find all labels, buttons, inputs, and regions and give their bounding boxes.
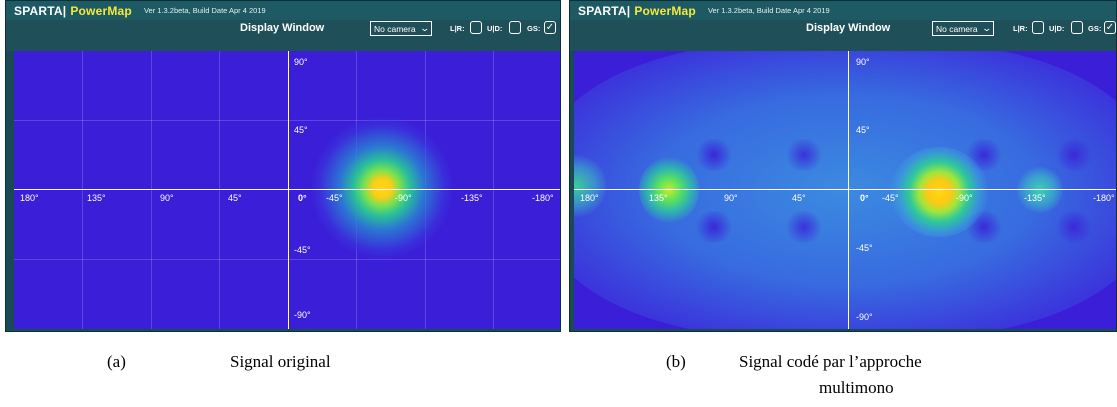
brand-sparta: SPARTA| bbox=[578, 3, 631, 18]
lr-checkbox[interactable] bbox=[470, 21, 482, 34]
brand-sparta: SPARTA| bbox=[14, 3, 67, 18]
x-tick-label: -135° bbox=[461, 193, 483, 203]
ud-label: U|D: bbox=[487, 24, 503, 33]
vertical-axis bbox=[848, 51, 849, 329]
gs-checkbox[interactable]: ✓ bbox=[1104, 21, 1116, 34]
lr-checkbox[interactable] bbox=[1032, 21, 1044, 34]
power-map-plot[interactable]: 180° 135° 90° 45° 0° -45° -90° -135° -18… bbox=[574, 51, 1116, 329]
y-tick-label: -90° bbox=[294, 310, 311, 320]
display-toolbar: Display Window No camera ⌄ L|R: U|D: GS:… bbox=[570, 20, 1116, 51]
x-tick-label: 135° bbox=[649, 193, 668, 203]
ud-checkbox[interactable] bbox=[509, 21, 521, 34]
y-tick-label: -90° bbox=[856, 312, 873, 322]
x-tick-label: 90° bbox=[724, 193, 738, 203]
checkmark-icon: ✓ bbox=[545, 22, 555, 33]
dark-lobe bbox=[694, 211, 734, 243]
grid-line bbox=[82, 51, 83, 329]
caption-a-letter: (a) bbox=[107, 352, 126, 371]
app-brand: SPARTA| PowerMap bbox=[14, 4, 132, 18]
ud-checkbox[interactable] bbox=[1071, 21, 1083, 34]
camera-select[interactable]: No camera ⌄ bbox=[932, 21, 995, 36]
x-tick-label: 135° bbox=[87, 193, 106, 203]
checkmark-icon: ✓ bbox=[1105, 22, 1115, 33]
brand-powermap: PowerMap bbox=[634, 3, 696, 18]
version-text: Ver 1.3.2beta, Build Date Apr 4 2019 bbox=[143, 6, 266, 15]
version-text: Ver 1.3.2beta, Build Date Apr 4 2019 bbox=[707, 6, 830, 15]
display-toolbar: Display Window No camera ⌄ L|R: U|D: GS:… bbox=[6, 20, 560, 51]
chevron-down-icon: ⌄ bbox=[981, 23, 992, 33]
powermap-window-a: SPARTA| PowerMap Ver 1.3.2beta, Build Dat… bbox=[5, 0, 561, 332]
x-tick-label: -45° bbox=[882, 193, 899, 203]
display-window-title: Display Window bbox=[806, 22, 891, 34]
gs-label: GS: bbox=[1088, 24, 1102, 33]
source-hotspot bbox=[311, 117, 453, 259]
grid-line bbox=[151, 51, 152, 329]
secondary-hotspot bbox=[639, 157, 699, 223]
horizontal-axis bbox=[14, 189, 560, 190]
app-brand: SPARTA| PowerMap bbox=[578, 4, 696, 18]
grid-line bbox=[493, 51, 494, 329]
lr-label: L|R: bbox=[450, 24, 465, 33]
x-tick-label: -45° bbox=[326, 193, 343, 203]
dark-lobe bbox=[784, 139, 824, 171]
power-map-plot[interactable]: 180° 135° 90° 45° 0° -45° -90° -135° -18… bbox=[14, 51, 560, 329]
x-tick-label: -90° bbox=[956, 193, 973, 203]
camera-select-value: No camera bbox=[936, 23, 978, 34]
side-lobe bbox=[1017, 167, 1063, 213]
y-tick-label: 90° bbox=[856, 57, 870, 67]
title-bar: SPARTA| PowerMap Ver 1.3.2beta, Build Dat… bbox=[6, 1, 560, 20]
dark-lobe bbox=[1054, 139, 1094, 171]
y-tick-label: 45° bbox=[856, 125, 870, 135]
x-tick-label: 45° bbox=[792, 193, 806, 203]
caption-b-letter: (b) bbox=[666, 352, 686, 371]
source-hotspot bbox=[890, 147, 988, 237]
y-tick-label: 90° bbox=[294, 57, 308, 67]
grid-line bbox=[14, 259, 560, 260]
grid-line bbox=[14, 120, 560, 121]
display-window-title: Display Window bbox=[240, 22, 325, 34]
powermap-window-b: SPARTA| PowerMap Ver 1.3.2beta, Build Dat… bbox=[569, 0, 1117, 332]
camera-select[interactable]: No camera ⌄ bbox=[370, 21, 433, 36]
caption-b-text-line2: multimono bbox=[819, 378, 894, 397]
gs-label: GS: bbox=[527, 24, 541, 33]
x-tick-label: 90° bbox=[160, 193, 174, 203]
dark-lobe bbox=[694, 139, 734, 171]
x-tick-label: 0° bbox=[298, 193, 307, 203]
x-tick-label: 180° bbox=[20, 193, 39, 203]
y-tick-label: -45° bbox=[856, 243, 873, 253]
title-bar: SPARTA| PowerMap Ver 1.3.2beta, Build Dat… bbox=[570, 1, 1116, 20]
lr-label: L|R: bbox=[1013, 24, 1028, 33]
dark-lobe bbox=[784, 211, 824, 243]
x-tick-label: 180° bbox=[580, 193, 599, 203]
x-tick-label: -90° bbox=[395, 193, 412, 203]
horizontal-axis bbox=[574, 189, 1116, 190]
x-tick-label: -135° bbox=[1024, 193, 1046, 203]
dark-lobe bbox=[1054, 211, 1094, 243]
y-tick-label: -45° bbox=[294, 245, 311, 255]
vertical-axis bbox=[288, 51, 289, 329]
caption-b-text: Signal codé par l’approche bbox=[739, 352, 922, 371]
brand-powermap: PowerMap bbox=[70, 3, 132, 18]
x-tick-label: -180° bbox=[532, 193, 554, 203]
y-tick-label: 45° bbox=[294, 125, 308, 135]
grid-line bbox=[219, 51, 220, 329]
x-tick-label: -180° bbox=[1093, 193, 1115, 203]
gs-checkbox[interactable]: ✓ bbox=[544, 21, 556, 34]
ud-label: U|D: bbox=[1049, 24, 1065, 33]
x-tick-label: 45° bbox=[228, 193, 242, 203]
chevron-down-icon: ⌄ bbox=[419, 23, 430, 33]
camera-select-value: No camera bbox=[374, 23, 416, 34]
caption-a-text: Signal original bbox=[230, 352, 331, 371]
x-tick-label: 0° bbox=[860, 193, 869, 203]
